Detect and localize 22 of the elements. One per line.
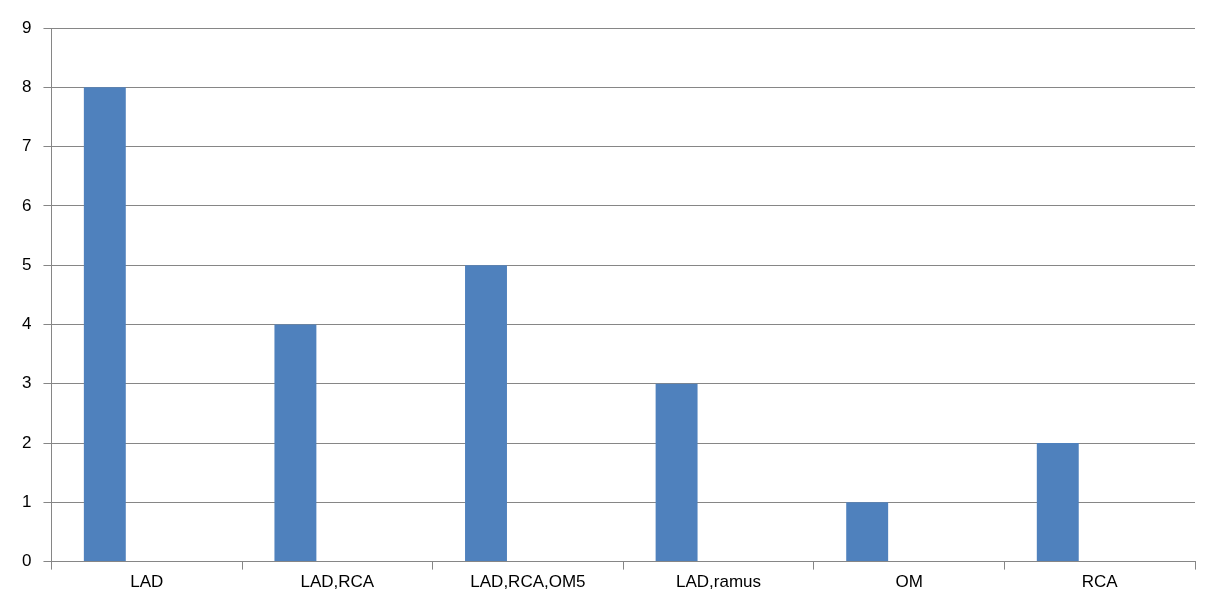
y-tick-label: 9 [21,17,32,37]
x-tick-label: LAD,RCA,OM5 [470,572,586,592]
y-tick-label: 8 [21,76,32,96]
y-tick-label: 5 [21,254,32,274]
y-tick-label: 6 [21,195,32,215]
y-tick-label: 3 [21,373,32,393]
bar [655,383,698,562]
y-tick-label: 4 [21,314,32,334]
bar [1036,443,1079,562]
x-tick-label: LAD,RCA [300,572,375,592]
bar [83,87,126,562]
x-tick-label: OM [895,572,923,592]
bar [846,502,889,562]
y-tick-label: 1 [21,492,32,511]
y-tick-label: 2 [21,432,32,452]
y-tick-label: 7 [21,136,32,156]
y-tick-label: 0 [21,551,32,571]
x-tick-label: RCA [1081,572,1119,592]
x-tick-label: LAD,ramus [676,572,762,592]
bar [465,265,507,562]
x-tick-label: LAD [130,572,164,592]
bar [274,324,317,562]
